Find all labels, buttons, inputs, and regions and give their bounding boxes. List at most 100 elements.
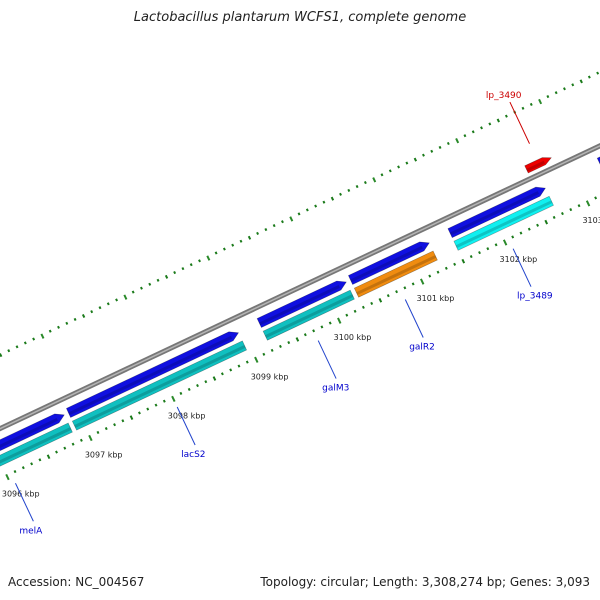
outer-tick (496, 118, 500, 123)
outer-tick (563, 87, 566, 91)
outer-tick (587, 75, 591, 79)
inner-tick (13, 470, 17, 474)
galR2-cds-shade (356, 255, 437, 295)
callout-line (176, 406, 196, 446)
galM3-cds (262, 289, 355, 341)
inner-tick (171, 395, 176, 403)
inner-tick (38, 458, 42, 462)
outer-tick (32, 337, 36, 341)
inner-tick (345, 313, 349, 317)
inner-tick (320, 325, 324, 329)
inner-tick (121, 419, 125, 423)
inner-tick (544, 219, 549, 225)
galM3-cds-shade (265, 294, 354, 338)
outer-tick (7, 349, 11, 353)
inner-tick (403, 286, 407, 290)
inner-tick (88, 434, 93, 442)
lacS2-strand-shade (68, 335, 233, 416)
outer-tick (488, 122, 492, 126)
inner-tick (162, 399, 166, 403)
outer-tick (0, 353, 3, 358)
outer-tick (538, 98, 543, 105)
outer-tick (15, 345, 19, 349)
outer-tick (206, 255, 211, 261)
axis-tick-label: 3103 kbp (582, 216, 600, 225)
outer-tick (57, 325, 60, 329)
outer-tick (181, 267, 185, 271)
outer-tick (430, 149, 434, 153)
inner-tick (511, 235, 515, 239)
inner-tick (212, 376, 217, 381)
inner-tick (220, 372, 224, 376)
callout-line (317, 340, 337, 379)
axis-tick-label: 3097 kbp (85, 451, 123, 460)
lp_3489-strand-shade (449, 191, 540, 236)
outer-tick (198, 259, 201, 263)
outer-tick (281, 220, 284, 224)
lacS2-strand (66, 331, 240, 418)
inner-tick (79, 438, 83, 442)
outer-tick (397, 165, 401, 169)
inner-tick (129, 415, 134, 420)
inner-tick (295, 337, 300, 342)
axis-tick-label: 3099 kbp (251, 372, 289, 381)
outer-tick (231, 243, 235, 247)
inner-tick (113, 423, 116, 427)
outer-tick (289, 216, 294, 222)
inner-tick (204, 380, 208, 384)
outer-tick (579, 79, 583, 84)
outer-tick (554, 91, 558, 95)
backbone-highlight (0, 144, 600, 430)
outer-tick (571, 83, 575, 87)
outer-tick (330, 196, 335, 201)
outer-tick (214, 251, 218, 255)
outer-tick (123, 294, 128, 300)
outer-tick (347, 188, 351, 192)
inner-tick (552, 215, 556, 219)
callout-line (512, 248, 532, 287)
galR2-strand-shade (350, 245, 423, 283)
outer-tick (314, 204, 318, 208)
inner-tick (486, 247, 490, 251)
inner-tick (585, 200, 591, 207)
gene-label: galR2 (409, 342, 435, 352)
inner-tick (55, 450, 58, 454)
inner-tick (154, 403, 158, 407)
axis-tick-label: 3098 kbp (168, 411, 206, 420)
melA-strand (0, 413, 65, 452)
gene-label: lp_3489 (517, 292, 553, 302)
inner-tick (478, 251, 481, 255)
outer-tick (422, 153, 425, 157)
feature-layer (0, 156, 600, 467)
inner-tick (453, 262, 457, 266)
inner-tick (138, 411, 141, 415)
gene-label: lp_3490 (486, 91, 522, 101)
outer-tick (504, 114, 508, 118)
backbone-line (0, 143, 600, 432)
outer-tick (471, 130, 475, 134)
inner-tick (395, 290, 399, 294)
accession-text: Accession: NC_004567 (8, 575, 145, 589)
outer-tick (164, 274, 169, 279)
outer-tick (305, 208, 309, 212)
outer-tick (480, 126, 483, 130)
inner-tick (353, 309, 357, 313)
outer-tick (222, 247, 226, 251)
inner-tick (279, 344, 282, 349)
outer-tick (40, 333, 45, 339)
inner-tick (187, 387, 191, 392)
outer-tick (247, 235, 252, 240)
inner-tick (179, 391, 183, 395)
inner-tick (444, 266, 448, 270)
inner-tick (428, 274, 432, 278)
inner-tick (5, 473, 10, 481)
galR2-strand (348, 241, 430, 285)
outer-tick (596, 71, 600, 75)
genome-summary-text: Topology: circular; Length: 3,308,274 bp… (260, 575, 590, 589)
lp_3490-cds-shade (526, 160, 545, 172)
inner-tick (420, 278, 425, 285)
outer-tick (73, 317, 77, 322)
inner-tick (196, 384, 199, 388)
inner-tick (312, 329, 316, 333)
